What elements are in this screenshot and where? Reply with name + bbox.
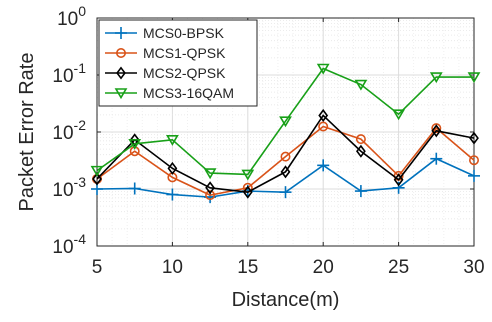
legend-box [98,19,258,107]
data-point [469,131,479,145]
legend-item: MCS1-QPSK [105,45,226,61]
legend-item: MCS3-16QAM [105,85,234,101]
data-point [318,108,329,123]
data-point [468,155,479,166]
data-point [468,169,480,182]
axis-ticks: 5 10 15 20 25 30 10-4 10-3 10-2 10-1 100 [52,3,484,278]
legend: MCS0-BPSK MCS1-QPSK MCS2-QPSK MCS3-16QAM [98,19,258,107]
data-point [279,116,292,128]
legend-label: MCS2-QPSK [143,65,226,81]
x-tick-label: 5 [92,257,103,278]
data-point [92,172,102,186]
data-point [354,185,367,198]
data-point [128,182,141,195]
legend-label: MCS0-BPSK [143,25,225,41]
data-point [316,63,330,75]
legend-label: MCS3-16QAM [143,85,234,101]
data-point [317,159,330,172]
data-point [431,123,442,134]
data-point [467,72,481,84]
series [90,63,481,204]
y-tick-label: 10-1 [52,60,86,87]
legend-item: MCS2-QPSK [105,65,226,81]
y-axis-label: Packet Error Rate [16,53,38,212]
data-point [355,134,366,145]
data-point [430,152,443,165]
data-point [241,169,255,181]
data-point [205,190,216,201]
x-tick-label: 30 [463,257,484,278]
x-tick-label: 10 [162,257,183,278]
x-tick-label: 25 [388,257,409,278]
legend-marker [116,47,127,58]
data-point [393,173,404,187]
x-tick-label: 15 [237,257,258,278]
legend-marker [116,66,126,80]
data-point [129,133,140,147]
legend-item: MCS0-BPSK [105,25,225,41]
y-tick-label: 10-3 [52,174,86,201]
data-point [280,165,291,179]
data-point [90,165,104,177]
legend-marker [114,88,128,100]
x-tick-label: 20 [313,257,334,278]
y-tick-label: 10-2 [52,117,86,144]
data-point [242,185,253,199]
y-tick-label: 10-4 [52,231,86,258]
data-point [166,134,179,146]
data-point [392,109,405,121]
series-line [96,67,474,176]
data-point [279,186,292,199]
data-point [429,72,443,84]
data-point [128,139,142,150]
series-mcs3-16qam [90,63,481,181]
legend-label: MCS1-QPSK [143,45,226,61]
series-line [96,125,475,196]
data-point [318,121,329,132]
y-tick-label: 100 [57,3,86,30]
x-axis-label: Distance(m) [232,289,340,311]
data-point [354,79,368,91]
data-point [431,124,442,138]
data-point [166,188,179,201]
data-point [167,161,178,175]
legend-marker [115,27,127,39]
series-line [96,114,475,193]
data-point [203,168,217,180]
series-mcs1-qpsk [92,121,479,201]
data-point [356,144,366,158]
series-mcs0-bpsk [91,152,480,204]
data-point [280,151,291,162]
series-mcs2-qpsk [92,108,479,199]
data-point [205,181,215,195]
